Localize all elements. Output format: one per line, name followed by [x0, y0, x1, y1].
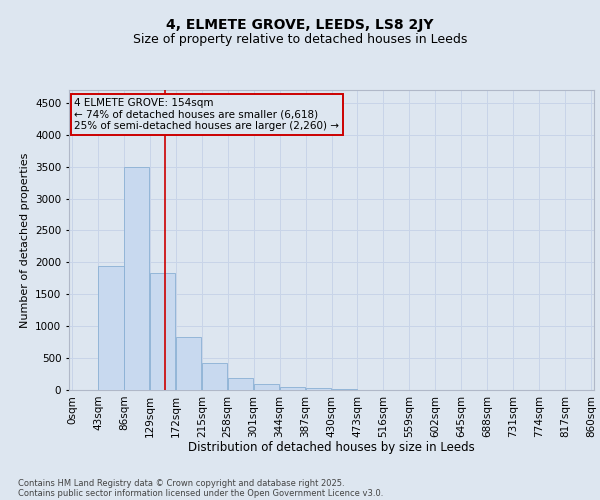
- X-axis label: Distribution of detached houses by size in Leeds: Distribution of detached houses by size …: [188, 441, 475, 454]
- Bar: [124, 166, 149, 390]
- Text: Size of property relative to detached houses in Leeds: Size of property relative to detached ho…: [133, 32, 467, 46]
- Bar: [306, 388, 331, 390]
- Bar: [98, 266, 124, 390]
- Bar: [150, 273, 175, 390]
- Bar: [202, 363, 227, 390]
- Bar: [228, 378, 253, 390]
- Text: Contains public sector information licensed under the Open Government Licence v3: Contains public sector information licen…: [18, 488, 383, 498]
- Bar: [280, 387, 305, 390]
- Bar: [254, 384, 279, 390]
- Text: 4 ELMETE GROVE: 154sqm
← 74% of detached houses are smaller (6,618)
25% of semi-: 4 ELMETE GROVE: 154sqm ← 74% of detached…: [74, 98, 340, 131]
- Bar: [176, 337, 202, 390]
- Y-axis label: Number of detached properties: Number of detached properties: [20, 152, 29, 328]
- Text: Contains HM Land Registry data © Crown copyright and database right 2025.: Contains HM Land Registry data © Crown c…: [18, 478, 344, 488]
- Text: 4, ELMETE GROVE, LEEDS, LS8 2JY: 4, ELMETE GROVE, LEEDS, LS8 2JY: [166, 18, 434, 32]
